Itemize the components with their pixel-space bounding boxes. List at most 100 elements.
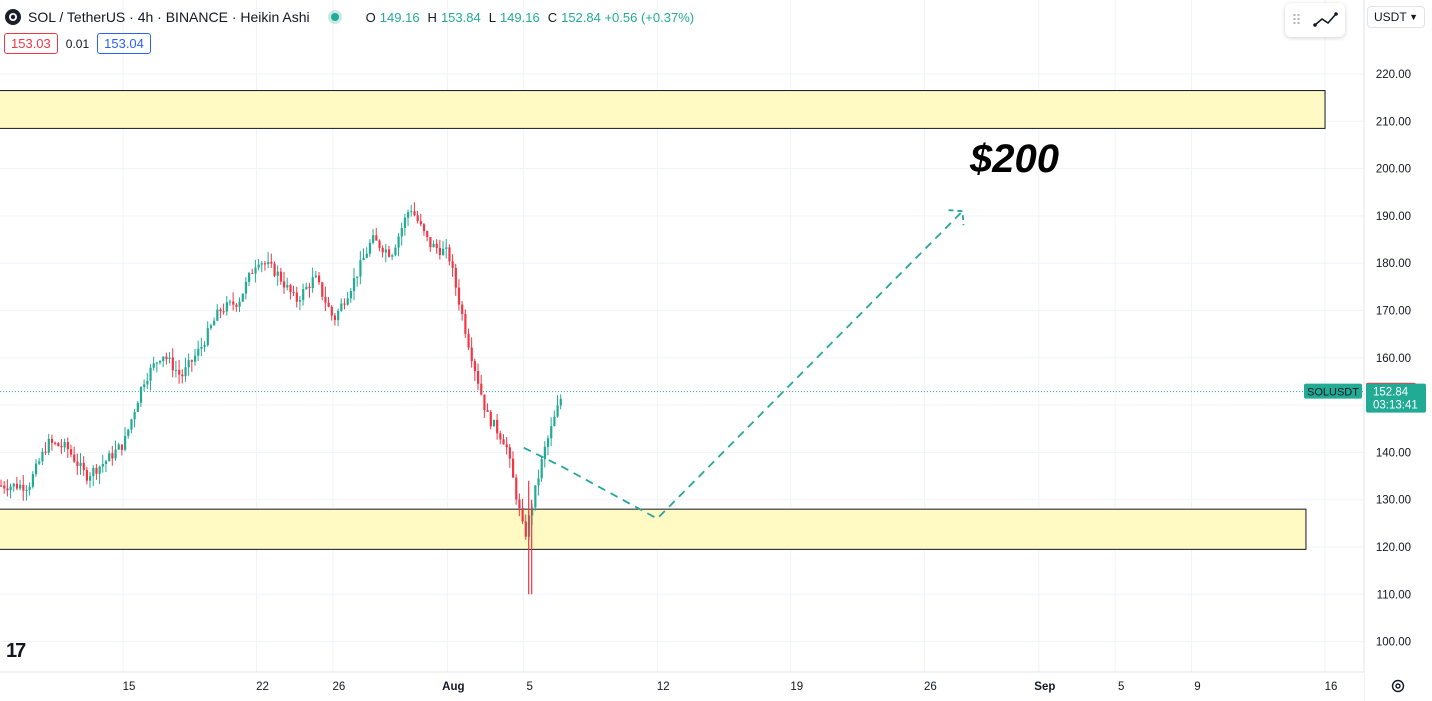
candle-body (66, 441, 69, 450)
candle-body (543, 446, 546, 460)
candle (159, 360, 162, 365)
drag-handle-icon[interactable]: ⠿ (1291, 11, 1301, 28)
candle (550, 417, 553, 447)
candle-body (292, 292, 295, 294)
candle (76, 453, 79, 475)
candle-body (486, 410, 489, 412)
candle-body (143, 384, 146, 388)
candle (483, 394, 486, 418)
candle (384, 243, 387, 263)
candle (305, 282, 308, 291)
y-tick-label: 120.00 (1376, 542, 1411, 554)
candle-body (130, 419, 133, 430)
candle-body (257, 264, 260, 268)
ohlc-close-label: C (547, 9, 558, 25)
candle (60, 439, 63, 455)
candle-body (254, 267, 257, 274)
candle-body (521, 508, 524, 522)
candle-body (139, 387, 143, 403)
candle (251, 268, 254, 274)
market-status-icon[interactable] (326, 8, 344, 26)
tradingview-logo[interactable]: 17 (6, 640, 26, 662)
candle (302, 283, 305, 306)
currency-selector[interactable]: USDT ▼ (1367, 6, 1425, 28)
candle (407, 209, 410, 226)
candle (410, 204, 413, 217)
candle (375, 227, 378, 241)
candle-body (340, 303, 343, 311)
candle-body (537, 478, 540, 486)
candle-body (445, 247, 448, 249)
candle-body (263, 263, 267, 265)
candle (184, 357, 187, 382)
candle-body (149, 367, 152, 381)
candle (518, 493, 521, 517)
candle-body (477, 371, 480, 384)
candle (556, 395, 559, 418)
candle-body (470, 347, 473, 362)
price-axis-bg (1364, 0, 1432, 701)
candle-body (365, 253, 368, 258)
candle (25, 485, 28, 501)
floating-toolbar: ⠿ (1285, 3, 1345, 37)
candle-body (422, 224, 426, 232)
candle-body (34, 463, 38, 475)
symbol-title[interactable]: SOL / TetherUS · 4h · BINANCE · Heikin A… (28, 9, 310, 25)
candle-body (225, 302, 228, 312)
candle (31, 471, 34, 489)
candle (413, 202, 416, 217)
candle-body (54, 442, 57, 444)
candle-body (381, 247, 384, 253)
candle (174, 360, 178, 378)
candle-body (438, 247, 442, 256)
ohlc-readout: O 149.16 H 153.84 L 149.16 C 152.84 +0.5… (366, 10, 698, 25)
candle (50, 434, 54, 451)
candle-body (238, 301, 241, 307)
candle (403, 214, 407, 236)
candle (502, 434, 505, 445)
candle-body (3, 485, 6, 489)
candle (139, 386, 143, 407)
candle (85, 466, 89, 485)
candle (232, 292, 235, 311)
candle (98, 465, 101, 485)
candle (209, 323, 213, 331)
candle-body (384, 249, 387, 253)
candle-body (0, 485, 3, 487)
x-tick-label: 22 (256, 681, 269, 693)
candle-body (79, 462, 82, 466)
candle (496, 413, 499, 440)
candle-body (324, 296, 327, 303)
candle-body (540, 459, 543, 479)
candle (197, 340, 200, 361)
candle (241, 293, 244, 303)
candle (295, 286, 298, 308)
candle (426, 230, 429, 242)
candle-body (511, 458, 515, 478)
y-tick-label: 100.00 (1376, 637, 1411, 649)
candle-body (209, 325, 213, 329)
settings-gear-icon[interactable] (1388, 676, 1408, 696)
candle (82, 456, 85, 476)
candle (168, 352, 171, 364)
candle-body (483, 394, 486, 411)
candle (422, 223, 426, 236)
candle (321, 281, 324, 301)
candle-body (89, 476, 92, 481)
candle-body (152, 363, 155, 368)
candle-body (362, 257, 365, 261)
candle-body (260, 263, 263, 265)
candle-body (60, 446, 63, 448)
candle-body (279, 271, 283, 282)
candle-body (508, 447, 511, 459)
candle-body (25, 489, 28, 491)
sell-price-button[interactable]: 153.03 (4, 33, 58, 54)
candle (273, 261, 276, 278)
buy-price-button[interactable]: 153.04 (97, 33, 151, 54)
candle (387, 245, 391, 258)
candle-body (413, 211, 416, 216)
trend-line-icon[interactable] (1312, 11, 1339, 29)
candle-body (502, 439, 505, 445)
x-tick-label: 15 (123, 681, 136, 693)
